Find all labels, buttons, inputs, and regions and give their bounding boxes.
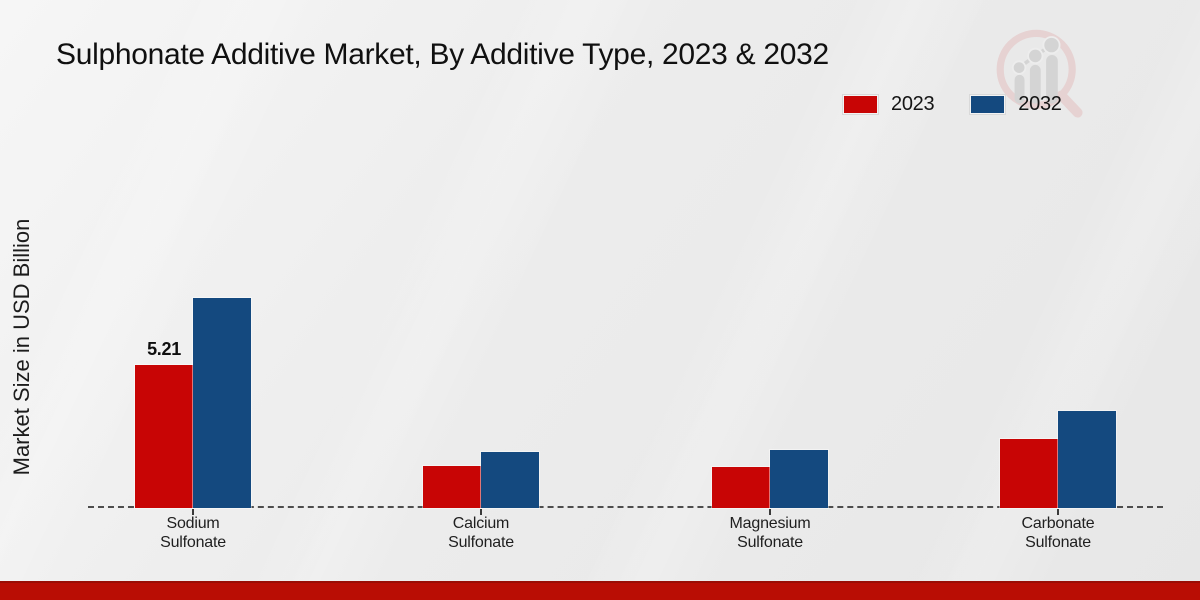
legend-label-2032: 2032 [1018,93,1062,115]
bar-2032-calcium-sulfonate [481,452,539,508]
bar-2032-sodium-sulfonate [193,298,251,508]
legend: 2023 2032 [843,93,1062,116]
bar-2023-calcium-sulfonate [423,466,481,508]
axis-tick [1057,509,1059,515]
bar-2023-magnesium-sulfonate [712,467,770,508]
bar-value-label-2023-sodium-sulfonate: 5.21 [147,339,181,359]
magnifier-bar-chart-logo-icon [996,29,1083,118]
category-label-carbonate-sulfonate: Carbonate Sulfonate [1021,515,1095,551]
category-label-calcium-sulfonate: Calcium Sulfonate [448,515,514,551]
x-axis-line [88,506,1163,508]
legend-item-2032: 2032 [970,93,1062,116]
legend-swatch-2032 [970,95,1006,114]
legend-label-2023: 2023 [891,93,935,115]
category-label-magnesium-sulfonate: Magnesium Sulfonate [729,515,811,551]
legend-swatch-2023 [843,95,878,114]
chart-title: Sulphonate Additive Market, By Additive … [56,38,829,71]
bar-2032-carbonate-sulfonate [1058,411,1116,508]
bar-2023-carbonate-sulfonate [1000,439,1058,508]
category-label-sodium-sulfonate: Sodium Sulfonate [160,515,226,551]
y-axis-label: Market Size in USD Billion [9,218,34,476]
axis-tick [769,509,771,515]
footer-accent-band [0,581,1200,600]
axis-tick [192,509,194,515]
bar-2023-sodium-sulfonate [135,365,193,508]
bar-2032-magnesium-sulfonate [770,450,828,508]
legend-item-2023: 2023 [843,93,935,116]
axis-tick [480,509,482,515]
